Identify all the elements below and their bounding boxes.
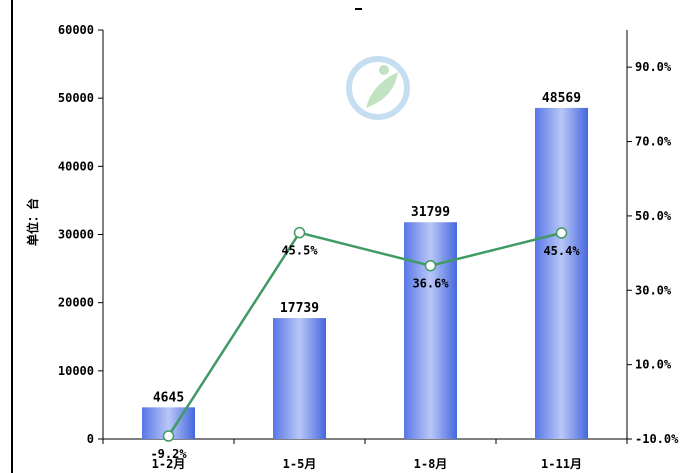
- x-tick-label: 1-5月: [283, 457, 317, 471]
- watermark-logo-icon: [346, 56, 410, 120]
- y2-tick-label: 10.0%: [635, 358, 672, 372]
- line-value-label: 45.5%: [281, 244, 318, 258]
- y-tick-label: 0: [87, 432, 94, 446]
- y2-tick-label: 50.0%: [635, 209, 672, 223]
- x-tick-label: 1-11月: [541, 457, 582, 471]
- y2-tick-label: 30.0%: [635, 283, 672, 297]
- bar-value-label: 48569: [542, 91, 581, 106]
- bar: [404, 222, 457, 439]
- x-tick-label: 1-2月: [152, 457, 186, 471]
- y-axis-title: 单位：台: [25, 198, 40, 246]
- y-tick-label: 40000: [58, 159, 94, 173]
- x-tick-label: 1-8月: [414, 457, 448, 471]
- y-ticks-right: -10.0% 10.0% 30.0% 50.0% 70.0% 90.0%: [627, 60, 679, 446]
- line-value-label: 36.6%: [412, 277, 449, 291]
- line-point: [555, 227, 568, 239]
- y2-tick-label: 90.0%: [635, 60, 672, 74]
- y2-tick-label: 70.0%: [635, 135, 672, 149]
- y-tick-label: 30000: [58, 228, 94, 242]
- y2-tick-label: -10.0%: [635, 432, 679, 446]
- y-tick-label: 50000: [58, 91, 94, 105]
- line-point: [162, 430, 175, 442]
- bar-series: 4645 17739 31799 48569: [142, 91, 588, 439]
- line-value-label: 45.4%: [543, 244, 580, 258]
- bar-value-label: 4645: [153, 390, 184, 405]
- line-point: [424, 259, 437, 272]
- line-path: [167, 231, 562, 437]
- bar: [535, 107, 588, 439]
- line-point: [293, 226, 306, 239]
- x-ticks: 1-2月 1-5月 1-8月 1-11月: [102, 439, 628, 471]
- y-tick-label: 20000: [58, 296, 94, 310]
- line-value-label: -9.2%: [150, 447, 187, 461]
- y-ticks-left: 0 10000 20000 30000 40000 50000 60000: [58, 23, 103, 446]
- bar-value-label: 17739: [280, 301, 319, 316]
- bar-value-label: 31799: [411, 205, 450, 220]
- bar: [273, 318, 326, 439]
- y-tick-label: 10000: [58, 364, 94, 378]
- line-series: -9.2% 45.5% 36.6% 45.4%: [150, 226, 580, 461]
- y-tick-label: 60000: [58, 23, 94, 37]
